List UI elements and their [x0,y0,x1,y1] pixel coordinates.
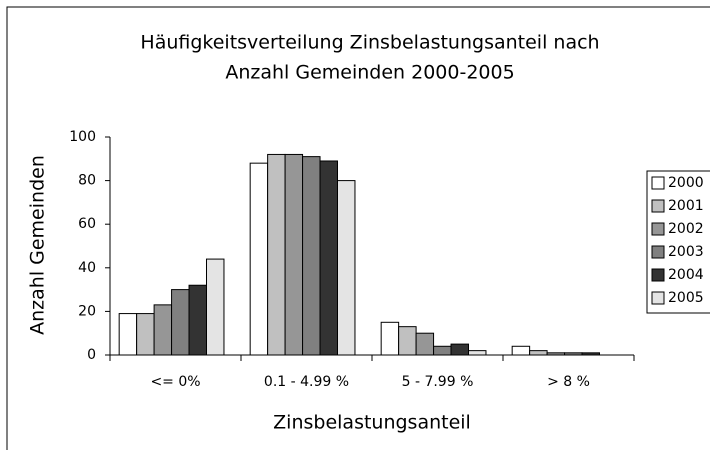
legend-swatch [651,268,665,282]
legend-box [646,170,710,314]
legend-label: 2002 [668,221,704,237]
bar [529,350,548,356]
bar [267,153,286,356]
bar [380,321,400,356]
x-tick-label: 0.1 - 4.99 % [264,374,349,390]
legend-swatch [651,291,665,305]
bar [398,326,417,356]
bar [337,180,356,356]
bar [450,343,470,356]
x-tick-label: 5 - 7.99 % [402,374,474,390]
chart-frame [6,6,710,450]
legend-label: 2005 [668,290,704,306]
bar [118,313,138,356]
legend-swatch [651,176,665,190]
y-tick-label: 40 [78,260,96,276]
x-tick-label: > 8 % [547,374,590,390]
bar [302,156,321,356]
bar [511,345,531,356]
legend-label: 2001 [668,198,704,214]
bar [206,258,225,356]
legend-label: 2000 [668,175,704,191]
legend-swatch [651,222,665,236]
bar [136,313,155,356]
bar [249,162,269,356]
bar [188,284,208,356]
legend-swatch [651,245,665,259]
y-tick-label: 100 [69,129,96,145]
y-tick-label: 0 [87,347,96,363]
legend-label: 2004 [668,267,704,283]
bar [433,345,452,356]
bar [153,304,173,356]
legend-label: 2003 [668,244,704,260]
x-tick-label: <= 0% [150,374,200,390]
chart-title: Häufigkeitsverteilung Zinsbelastungsante… [140,32,599,54]
chart-title: Anzahl Gemeinden 2000-2005 [225,62,514,84]
y-tick-label: 20 [78,303,96,319]
bar [319,160,339,356]
y-tick-label: 80 [78,173,96,189]
bar [468,350,487,356]
y-axis-title: Anzahl Gemeinden [27,155,49,335]
bar [171,289,190,356]
x-axis-title: Zinsbelastungsanteil [273,412,471,434]
bar [284,153,304,356]
y-tick-label: 60 [78,216,96,232]
legend-swatch [651,199,665,213]
bar [415,332,435,356]
